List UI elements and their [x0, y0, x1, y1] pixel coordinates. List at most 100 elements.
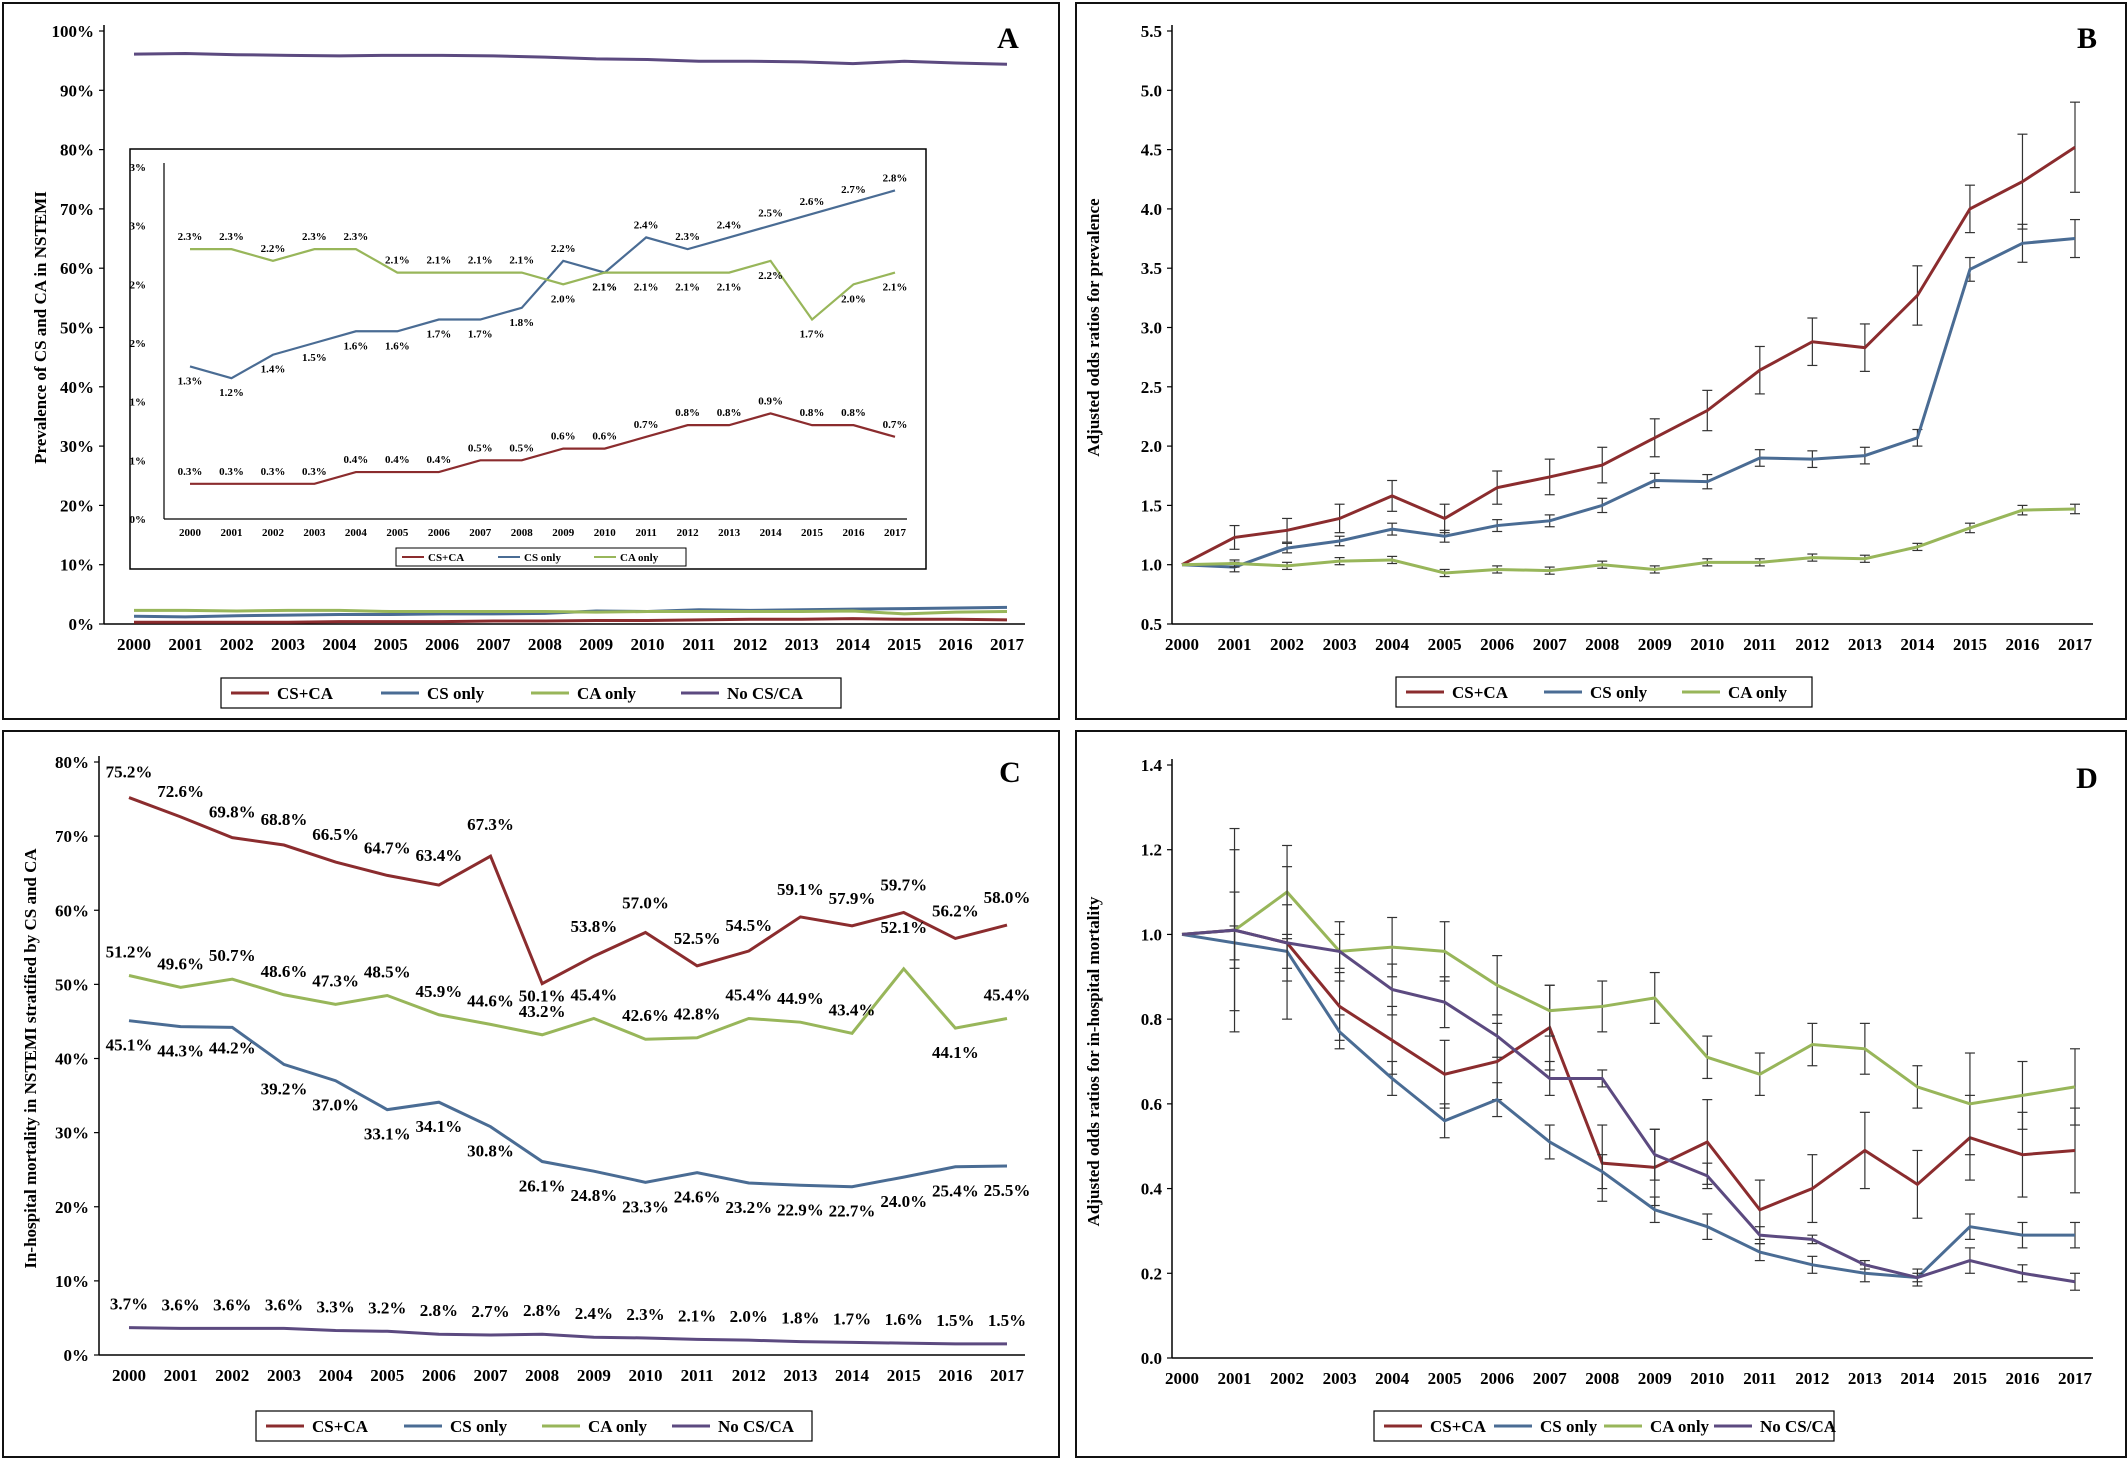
- x-tick-label: 2016: [2005, 1369, 2039, 1388]
- data-label: 42.6%: [622, 1006, 669, 1025]
- x-tick-label: 2014: [1900, 635, 1935, 654]
- inset-series-line: [190, 248, 896, 322]
- legend-entry: CS+CA: [1452, 683, 1509, 702]
- inset-series-line: [190, 412, 896, 485]
- x-tick-label: 2006: [422, 1366, 456, 1385]
- x-tick-label: 2002: [220, 635, 254, 654]
- x-tick-label: 2016: [939, 635, 973, 654]
- y-tick-label: 50%: [55, 975, 89, 994]
- y-tick-label: 30%: [60, 437, 94, 456]
- data-label: 24.8%: [570, 1186, 617, 1205]
- inset-data-label: 1.5%: [302, 352, 327, 364]
- y-tick-label: 2.5: [1141, 378, 1162, 397]
- data-label: 37.0%: [312, 1096, 359, 1115]
- data-label: 48.6%: [261, 962, 308, 981]
- inset-series-line: [189, 189, 896, 380]
- inset-data-label: 0.5%: [509, 442, 534, 454]
- inset-data-label: 2.1%: [509, 255, 534, 267]
- x-tick-label: 2009: [577, 1366, 611, 1385]
- legend-entry: CS+CA: [312, 1417, 369, 1436]
- data-label: 66.5%: [312, 825, 359, 844]
- y-tick-label: 1.0: [1141, 556, 1162, 575]
- legend-entry: CA only: [577, 684, 637, 703]
- inset-x-tick-label: 2016: [843, 527, 866, 539]
- x-tick-label: 2008: [528, 635, 562, 654]
- y-tick-label: 70%: [55, 827, 89, 846]
- x-tick-label: 2002: [1270, 1369, 1304, 1388]
- data-label: 50.1%: [519, 987, 566, 1006]
- x-tick-label: 2014: [1900, 1369, 1935, 1388]
- inset-data-label: 2.1%: [634, 282, 659, 294]
- inset-data-label: 1.2%: [219, 387, 244, 399]
- data-label: 44.9%: [777, 989, 824, 1008]
- data-label: 1.5%: [988, 1311, 1026, 1330]
- chart-c-svg: C 0% 10% 20% 30% 40% 50% 60% 70% 80% 2000 2001 2002 2…: [21, 753, 1030, 1442]
- data-label: 24.6%: [674, 1188, 721, 1207]
- legend-entry: CA only: [1650, 1417, 1710, 1436]
- data-label: 3.6%: [213, 1295, 251, 1314]
- series-line-no-cs-ca: [133, 52, 1008, 66]
- data-label: 45.4%: [725, 985, 772, 1004]
- data-label: 68.8%: [261, 810, 308, 829]
- y-tick-label: 3.5: [1141, 259, 1162, 278]
- inset-legend-entry: CS only: [524, 552, 561, 564]
- panel-letter-b: B: [2077, 22, 2097, 55]
- data-label: 2.4%: [575, 1304, 613, 1323]
- x-tick-label: 2005: [1428, 1369, 1462, 1388]
- inset-data-label: 2.5%: [758, 208, 783, 220]
- x-tick-label: 2004: [1375, 635, 1410, 654]
- inset-data-label: 1.7%: [426, 329, 451, 341]
- inset-data-label: 1.8%: [509, 317, 534, 329]
- inset-data-label: 0.8%: [841, 407, 866, 419]
- data-label: 3.6%: [162, 1295, 200, 1314]
- inset-data-label: 0.3%: [261, 466, 286, 478]
- data-label: 3.2%: [368, 1298, 406, 1317]
- x-tick-label: 2007: [1533, 1369, 1568, 1388]
- x-tick-label: 2012: [1795, 1369, 1829, 1388]
- inset-data-label: 2.6%: [800, 196, 825, 208]
- data-label: 45.9%: [416, 982, 463, 1001]
- inset-x-tick-label: 2002: [262, 527, 285, 539]
- legend-box: [1395, 676, 1813, 708]
- inset-x-tick-label: 2012: [677, 527, 700, 539]
- y-tick-label: 80%: [60, 141, 94, 160]
- data-label: 1.7%: [833, 1309, 871, 1328]
- data-label: 63.4%: [416, 846, 463, 865]
- series-line-ca-only: [1181, 890, 2076, 1106]
- inset-data-label: 2.2%: [551, 243, 576, 255]
- y-tick-label: 5.5: [1141, 22, 1162, 41]
- x-tick-label: 2012: [732, 1366, 766, 1385]
- x-tick-label: 2007: [476, 635, 511, 654]
- x-tick-label: 2012: [733, 635, 767, 654]
- inset-y-tick-label: 1%: [130, 397, 147, 409]
- x-tick-label: 2013: [1848, 1369, 1882, 1388]
- data-label: 2.3%: [626, 1305, 664, 1324]
- series-line-ca-only: [134, 608, 1008, 616]
- x-tick-label: 2000: [117, 635, 151, 654]
- x-tick-label: 2014: [836, 635, 871, 654]
- inset-data-label: 0.7%: [883, 419, 908, 431]
- panel-d: D 0.0 0.2 0.4 0.6 0.8 1.0 1.2 1.4 2000 2001 2002 200…: [1075, 730, 2127, 1458]
- series-line-cs-only: [1181, 932, 2075, 1280]
- inset-data-label: 0.4%: [426, 454, 451, 466]
- data-label: 51.2%: [106, 942, 153, 961]
- data-label: 75.2%: [106, 763, 153, 782]
- x-tick-label: 2008: [1585, 1369, 1619, 1388]
- data-label: 22.9%: [777, 1200, 824, 1219]
- y-tick-label: 4.0: [1141, 200, 1162, 219]
- panel-letter-d: D: [2076, 762, 2098, 795]
- data-label: 57.9%: [829, 889, 876, 908]
- y-tick-label: 10%: [55, 1272, 89, 1291]
- chart-d-svg: D 0.0 0.2 0.4 0.6 0.8 1.0 1.2 1.4 2000 2001 2002 200…: [1084, 756, 2098, 1442]
- inset-x-tick-label: 2001: [220, 527, 242, 539]
- y-tick-label: 1.0: [1141, 925, 1162, 944]
- y-axis-label: In-hospital mortality in NSTEMI stratifi…: [21, 848, 40, 1269]
- y-tick-label: 0.2: [1141, 1264, 1162, 1283]
- data-label: 44.6%: [467, 991, 514, 1010]
- inset-x-tick-label: 2000: [179, 527, 202, 539]
- legend-entry: CS only: [1540, 1417, 1598, 1436]
- y-tick-label: 5.0: [1141, 81, 1162, 100]
- data-label: 59.7%: [880, 875, 927, 894]
- data-label: 44.1%: [932, 1043, 979, 1062]
- x-tick-label: 2004: [1375, 1369, 1410, 1388]
